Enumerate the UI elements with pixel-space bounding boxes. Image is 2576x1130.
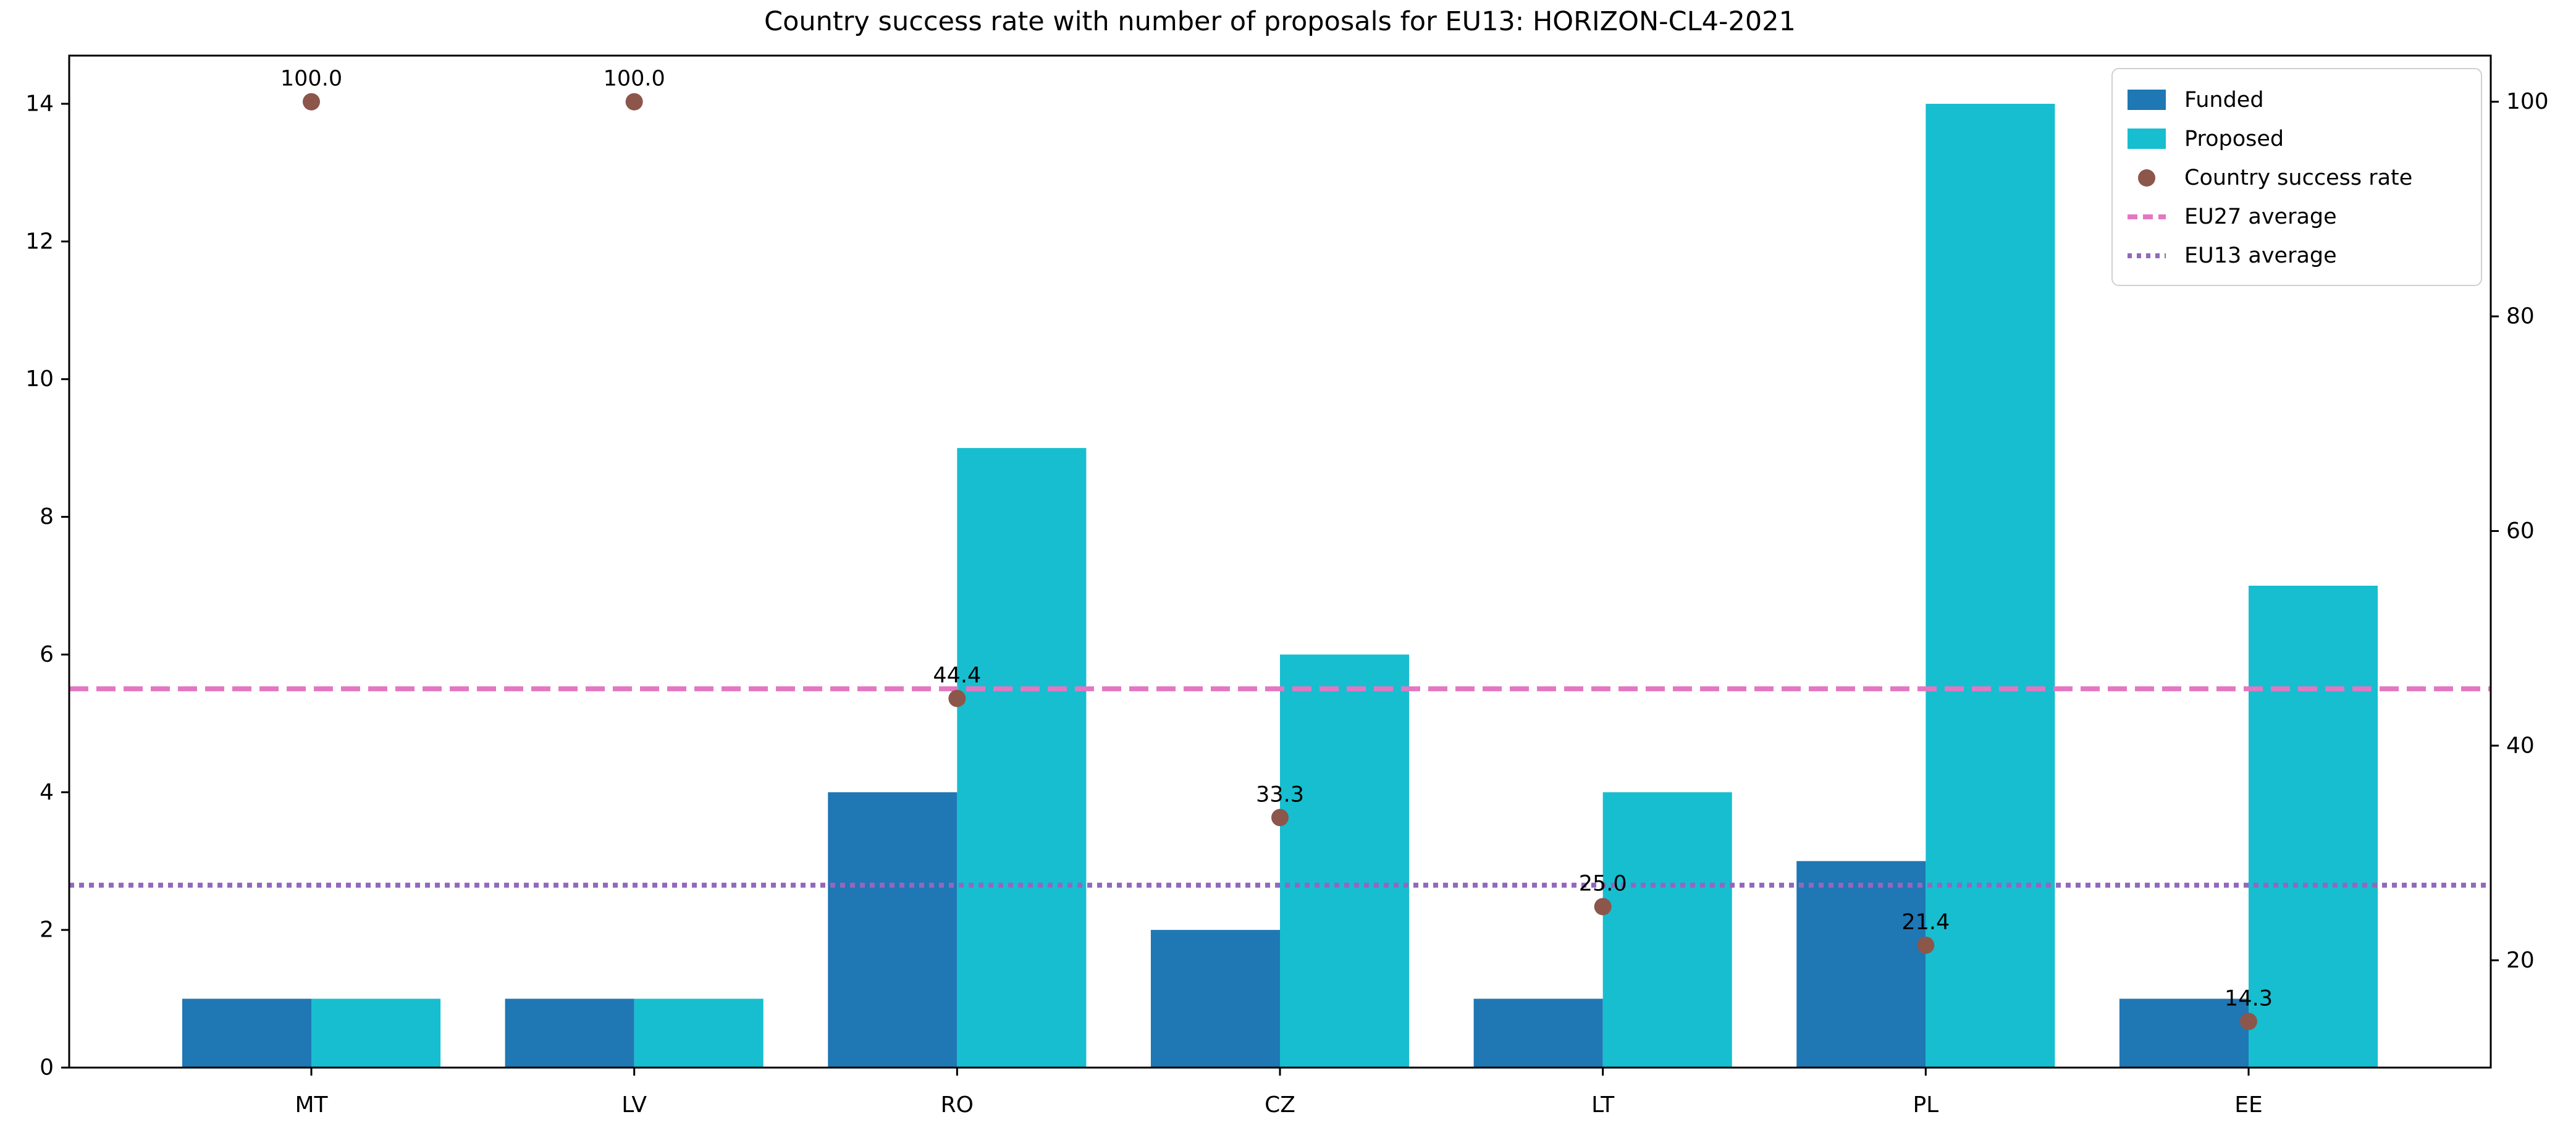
bar-funded-LV <box>505 998 634 1068</box>
success-rate-dot-MT <box>303 93 320 111</box>
x-tick-label-LV: LV <box>621 1092 647 1118</box>
left-tick-label: 12 <box>25 229 54 254</box>
success-rate-label-MT: 100.0 <box>280 67 342 91</box>
left-tick-label: 6 <box>40 642 54 667</box>
success-rate-dot-CZ <box>1271 809 1289 827</box>
bar-funded-CZ <box>1150 930 1280 1068</box>
bar-funded-PL <box>1796 861 1926 1068</box>
legend-item-funded: Funded <box>2128 80 2466 119</box>
success-rate-label-LT: 25.0 <box>1579 871 1627 896</box>
legend-label: Proposed <box>2184 126 2284 151</box>
x-tick-label-CZ: CZ <box>1265 1092 1295 1118</box>
legend-item-eu13-average: EU13 average <box>2128 236 2466 275</box>
success-rate-dot-PL <box>1917 936 1935 954</box>
success-rate-label-EE: 14.3 <box>2225 986 2273 1011</box>
success-rate-label-PL: 21.4 <box>1901 910 1950 935</box>
legend-item-proposed: Proposed <box>2128 119 2466 158</box>
legend: Funded Proposed Country success rate EU2… <box>2111 68 2482 286</box>
right-tick-label: 60 <box>2506 518 2535 544</box>
eu27-dashed-line-icon <box>2128 214 2168 219</box>
legend-item-success-rate: Country success rate <box>2128 158 2466 197</box>
x-tick-label-RO: RO <box>941 1092 974 1118</box>
funded-swatch-icon <box>2128 90 2168 110</box>
success-rate-dot-icon <box>2128 169 2168 187</box>
x-tick-label-MT: MT <box>295 1092 328 1118</box>
bar-proposed-EE <box>2249 586 2378 1068</box>
bar-proposed-RO <box>957 448 1087 1068</box>
x-tick-label-EE: EE <box>2234 1092 2263 1118</box>
success-rate-label-LV: 100.0 <box>604 67 665 91</box>
bar-funded-MT <box>182 998 311 1068</box>
bar-funded-RO <box>828 792 958 1068</box>
success-rate-dot-RO <box>948 689 966 707</box>
legend-item-eu27-average: EU27 average <box>2128 197 2466 236</box>
legend-label: Country success rate <box>2184 165 2413 190</box>
right-tick-label: 100 <box>2506 89 2549 114</box>
legend-label: EU27 average <box>2184 204 2337 229</box>
bar-proposed-LT <box>1602 792 1732 1068</box>
x-tick-label-LT: LT <box>1591 1092 1615 1118</box>
bar-funded-EE <box>2119 998 2249 1068</box>
left-tick-label: 4 <box>40 780 54 805</box>
success-rate-dot-LV <box>625 93 643 111</box>
right-tick-label: 20 <box>2506 948 2535 973</box>
right-tick-label: 80 <box>2506 304 2535 329</box>
left-tick-label: 14 <box>25 91 54 117</box>
left-tick-label: 2 <box>40 917 54 943</box>
left-tick-label: 8 <box>40 504 54 529</box>
legend-label: Funded <box>2184 87 2264 112</box>
eu13-dotted-line-icon <box>2128 253 2168 258</box>
success-rate-dot-EE <box>2240 1013 2257 1031</box>
bar-proposed-LV <box>634 998 764 1068</box>
proposed-swatch-icon <box>2128 129 2168 149</box>
bar-proposed-CZ <box>1280 654 1410 1068</box>
bar-proposed-MT <box>311 998 441 1068</box>
success-rate-label-RO: 44.4 <box>933 663 981 688</box>
chart-title: Country success rate with number of prop… <box>764 6 1796 37</box>
bar-proposed-PL <box>1926 104 2055 1068</box>
success-rate-dot-LT <box>1594 898 1612 916</box>
legend-label: EU13 average <box>2184 243 2337 268</box>
left-tick-label: 0 <box>40 1055 54 1081</box>
success-rate-label-CZ: 33.3 <box>1256 782 1304 807</box>
x-tick-label-PL: PL <box>1913 1092 1938 1118</box>
right-tick-label: 40 <box>2506 733 2535 758</box>
left-tick-label: 10 <box>25 366 54 392</box>
bar-funded-LT <box>1473 998 1603 1068</box>
